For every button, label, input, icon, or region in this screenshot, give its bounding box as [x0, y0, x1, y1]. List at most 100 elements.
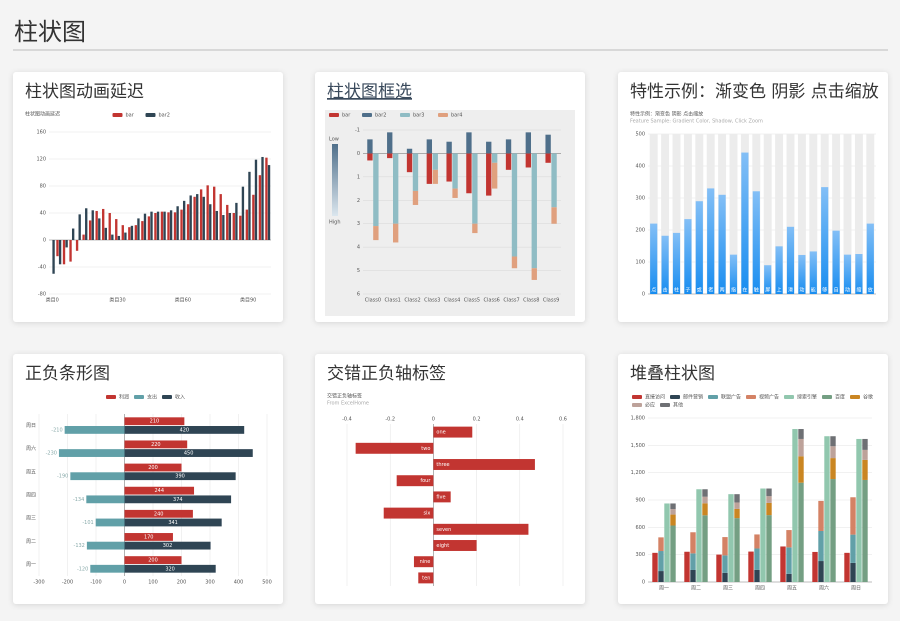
bar — [658, 571, 664, 582]
bar — [392, 223, 399, 243]
bar — [432, 169, 438, 184]
bar — [141, 221, 144, 240]
bar — [661, 235, 669, 294]
bar — [832, 230, 840, 294]
bar — [695, 201, 703, 294]
bar — [505, 153, 512, 170]
data-label: 450 — [184, 451, 194, 457]
bar — [786, 573, 792, 582]
bar — [798, 438, 804, 457]
bar — [824, 436, 830, 582]
data-label: 374 — [173, 497, 183, 503]
bar — [124, 495, 232, 504]
legend-swatch — [112, 113, 123, 117]
category-label: 柱 — [674, 287, 679, 294]
bar — [104, 227, 107, 240]
bar — [658, 537, 664, 552]
x-tick-label: 0.6 — [559, 417, 567, 423]
bar — [862, 438, 868, 450]
category-label: 周五 — [787, 586, 797, 592]
bar-shadow — [786, 134, 795, 294]
card-title[interactable]: 特性示例：渐变色 阴影 点击缩放 — [630, 82, 879, 102]
data-label: 200 — [148, 465, 158, 471]
bar — [387, 132, 393, 154]
bar — [176, 206, 179, 240]
bar — [798, 254, 806, 294]
card-title[interactable]: 柱状图动画延迟 — [25, 82, 144, 102]
bar — [124, 541, 211, 550]
x-tick-label: -0.4 — [342, 417, 352, 423]
card-title[interactable]: 交错正负轴标签 — [327, 364, 446, 384]
bar — [754, 534, 760, 549]
bar — [124, 449, 253, 457]
bar-category-label: four — [420, 478, 431, 484]
legend-label: 搜索引擎 — [797, 394, 817, 401]
y-tick-label: 40 — [40, 211, 46, 217]
bar — [809, 251, 817, 294]
bar — [728, 494, 734, 582]
bar — [160, 211, 164, 240]
data-label: 302 — [163, 543, 173, 549]
bar — [383, 507, 434, 519]
bar — [690, 532, 696, 554]
category-label: 放 — [868, 287, 873, 294]
category-label: 周一 — [26, 562, 36, 568]
bar — [115, 219, 118, 240]
bar — [252, 194, 255, 240]
category-label: 类目0 — [46, 297, 59, 304]
legend-swatch — [362, 113, 372, 117]
bar — [452, 153, 458, 189]
y-tick-label: 100 — [635, 260, 645, 266]
bar — [254, 159, 258, 240]
bar — [866, 223, 874, 294]
bar — [86, 495, 125, 504]
bar — [265, 157, 268, 240]
bar — [486, 153, 492, 196]
bar-category-label: one — [436, 430, 445, 436]
y-tick-label: -40 — [38, 265, 46, 271]
category-label: 滑 — [788, 287, 793, 294]
category-label: 周六 — [26, 445, 36, 452]
bar — [786, 530, 792, 548]
category-label: 上 — [777, 287, 782, 294]
card-title[interactable]: 堆叠柱状图 — [630, 364, 715, 384]
bar — [862, 459, 868, 480]
bar-shadow — [729, 134, 738, 294]
bar — [367, 153, 373, 161]
category-label: Class2 — [404, 298, 420, 304]
bar — [156, 211, 160, 240]
x-tick-label: 400 — [234, 580, 244, 586]
bar — [134, 225, 138, 240]
legend-label: 支出 — [147, 394, 157, 401]
category-label: 周六 — [819, 585, 829, 592]
bar — [75, 240, 79, 251]
category-label: 能 — [811, 287, 816, 294]
bar — [111, 234, 114, 240]
category-label: 动 — [799, 287, 804, 294]
bar — [672, 232, 681, 294]
card-title[interactable]: 正负条形图 — [25, 364, 110, 384]
bar — [124, 232, 127, 240]
legend-label: 联盟广告 — [721, 394, 741, 401]
bar — [128, 227, 131, 240]
legend-swatch — [145, 113, 156, 117]
y-tick-label: 200 — [635, 228, 645, 234]
bar — [173, 212, 177, 240]
bar — [798, 482, 804, 582]
bar — [862, 449, 868, 460]
bar — [124, 426, 245, 434]
card[interactable] — [315, 354, 585, 604]
card-title[interactable]: 柱状图框选 — [327, 82, 412, 102]
data-label: 320 — [165, 566, 175, 572]
bar — [418, 572, 434, 584]
y-tick-label: 2 — [357, 198, 360, 204]
x-tick-label: 500 — [262, 580, 272, 586]
category-label: 自 — [834, 287, 839, 294]
bar-category-label: seven — [436, 527, 451, 533]
bar — [531, 153, 537, 269]
bar — [64, 426, 125, 434]
category-label: Class7 — [503, 298, 519, 304]
bar — [199, 189, 203, 240]
bar — [182, 200, 186, 240]
card[interactable] — [13, 72, 283, 322]
